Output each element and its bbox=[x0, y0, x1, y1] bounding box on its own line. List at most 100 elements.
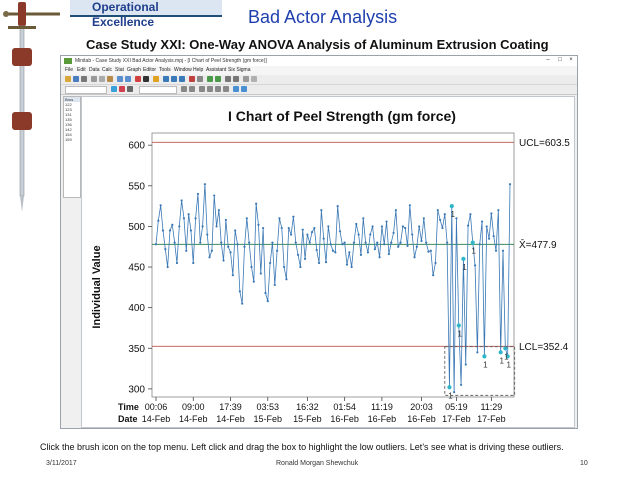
menu-graph[interactable]: Graph bbox=[127, 67, 141, 73]
refresh-icon[interactable] bbox=[215, 76, 221, 82]
rectangle-tool-icon[interactable] bbox=[207, 86, 213, 92]
maximize-button[interactable]: □ bbox=[558, 57, 562, 63]
data-point bbox=[436, 209, 439, 212]
session-icon[interactable] bbox=[163, 76, 169, 82]
close-button[interactable]: × bbox=[569, 57, 573, 63]
x-tick-date-label: 15-Feb bbox=[254, 414, 283, 424]
copy-icon[interactable] bbox=[99, 76, 105, 82]
worksheet-icon[interactable] bbox=[171, 76, 177, 82]
crosshair-icon[interactable] bbox=[119, 86, 125, 92]
data-point bbox=[250, 265, 253, 269]
data-point bbox=[317, 261, 321, 265]
data-point bbox=[359, 253, 363, 256]
options-icon[interactable] bbox=[251, 76, 257, 82]
data-point bbox=[497, 209, 500, 212]
ellipse-tool-icon[interactable] bbox=[215, 86, 221, 92]
table-icon[interactable] bbox=[197, 76, 203, 82]
brushed-row[interactable]: 142 bbox=[65, 127, 72, 132]
help-icon[interactable] bbox=[153, 76, 159, 82]
undo-icon[interactable] bbox=[117, 76, 123, 82]
worksheet-dropdown[interactable] bbox=[65, 86, 107, 94]
menu-window[interactable]: Window bbox=[174, 67, 192, 73]
menu-assistant[interactable]: Assistant bbox=[206, 67, 227, 73]
minitab-menubar: File Edit Data Calc Stat Graph Editor To… bbox=[61, 66, 577, 75]
select-icon[interactable] bbox=[127, 86, 133, 92]
data-point bbox=[492, 235, 495, 238]
print-icon[interactable] bbox=[81, 76, 87, 82]
text-tool-icon[interactable] bbox=[199, 86, 205, 92]
x-tick-time-label: 00:06 bbox=[145, 402, 168, 412]
data-point bbox=[194, 217, 197, 220]
brushed-row[interactable]: 135 bbox=[65, 117, 72, 122]
graph-window[interactable]: I Chart of Peel Strength (gm force) Indi… bbox=[81, 96, 575, 428]
pan-icon[interactable] bbox=[241, 86, 247, 92]
menu-help[interactable]: Help bbox=[193, 67, 204, 73]
menu-file[interactable]: File bbox=[65, 67, 74, 73]
brushed-row[interactable]: 122 bbox=[65, 102, 72, 107]
menu-edit[interactable]: Edit bbox=[77, 67, 86, 73]
menu-data[interactable]: Data bbox=[89, 67, 100, 73]
menu-calc[interactable]: Calc bbox=[102, 67, 113, 73]
open-icon[interactable] bbox=[65, 76, 71, 82]
data-point bbox=[466, 224, 470, 227]
outlier-point bbox=[456, 323, 461, 328]
data-point bbox=[241, 302, 244, 305]
data-point bbox=[355, 222, 358, 226]
find-icon[interactable] bbox=[143, 76, 149, 82]
brushed-row[interactable]: 131 bbox=[65, 112, 72, 117]
data-point bbox=[343, 241, 346, 244]
layout-icon[interactable] bbox=[225, 76, 231, 82]
data-point bbox=[352, 241, 356, 244]
data-point bbox=[208, 256, 211, 259]
brushed-row[interactable]: 136 bbox=[65, 122, 72, 127]
font-dropdown[interactable] bbox=[139, 86, 177, 94]
project-icon[interactable] bbox=[179, 76, 185, 82]
stop-icon[interactable] bbox=[135, 76, 141, 82]
line-tool-icon[interactable] bbox=[223, 86, 229, 92]
data-point bbox=[334, 251, 337, 254]
data-point bbox=[285, 278, 288, 281]
i-chart[interactable]: I Chart of Peel Strength (gm force) Indi… bbox=[82, 97, 574, 427]
data-point bbox=[338, 230, 342, 233]
save-icon[interactable] bbox=[73, 76, 79, 82]
data-point bbox=[434, 261, 437, 265]
data-point bbox=[264, 291, 267, 295]
data-point bbox=[229, 251, 232, 254]
redo-icon[interactable] bbox=[125, 76, 131, 82]
data-point bbox=[320, 209, 323, 212]
center-label: X̄=477.9 bbox=[519, 238, 557, 251]
data-point bbox=[180, 199, 183, 202]
outlier-point bbox=[447, 385, 452, 390]
menu-six-sigma[interactable]: Six Sigma bbox=[228, 67, 251, 73]
x-row-label-time: Time bbox=[118, 402, 139, 412]
italic-icon[interactable] bbox=[189, 86, 195, 92]
data-point bbox=[425, 241, 428, 244]
data-point bbox=[282, 265, 286, 269]
brushed-row[interactable]: 154 bbox=[65, 132, 72, 137]
graph-icon[interactable] bbox=[189, 76, 195, 82]
brush-icon[interactable] bbox=[111, 86, 117, 92]
data-point bbox=[327, 225, 330, 228]
zoom-icon[interactable] bbox=[233, 86, 239, 92]
update-graph-icon[interactable] bbox=[207, 76, 213, 82]
cut-icon[interactable] bbox=[91, 76, 97, 82]
data-point bbox=[313, 226, 316, 230]
grid-icon[interactable] bbox=[243, 76, 249, 82]
menu-editor[interactable]: Editor bbox=[143, 67, 157, 73]
data-point bbox=[280, 226, 283, 230]
menu-tools[interactable]: Tools bbox=[159, 67, 171, 73]
data-point bbox=[259, 272, 262, 275]
menu-stat[interactable]: Stat bbox=[115, 67, 124, 73]
data-point bbox=[306, 233, 309, 236]
data-point bbox=[257, 223, 260, 226]
brushed-row[interactable]: 159 bbox=[65, 137, 72, 142]
bold-icon[interactable] bbox=[181, 86, 187, 92]
paste-icon[interactable] bbox=[107, 76, 113, 82]
data-point bbox=[490, 212, 493, 215]
data-point bbox=[175, 261, 179, 265]
data-point bbox=[357, 233, 360, 236]
sigma-icon[interactable] bbox=[233, 76, 239, 82]
minimize-button[interactable]: – bbox=[546, 57, 550, 63]
brushed-row[interactable]: 123 bbox=[65, 107, 72, 112]
chart-title: I Chart of Peel Strength (gm force) bbox=[228, 108, 456, 124]
